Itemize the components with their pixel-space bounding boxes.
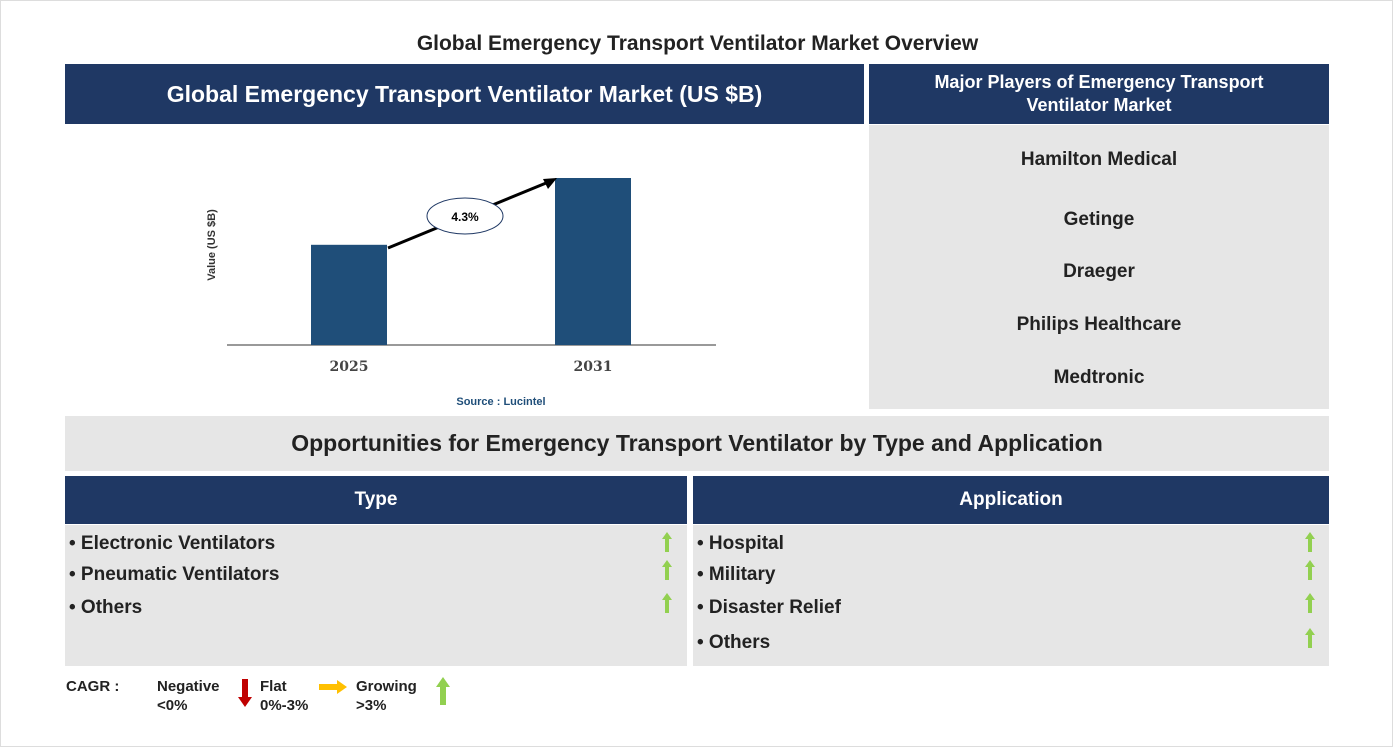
legend-flat-range: 0%-3% bbox=[260, 697, 309, 714]
players-list: Hamilton Medical Getinge Draeger Philips… bbox=[869, 125, 1329, 409]
application-list: • Hospital • Military • Disaster Relief … bbox=[693, 525, 1329, 666]
type-item: • Pneumatic Ventilators bbox=[69, 564, 280, 585]
legend-growing-label: Growing bbox=[356, 678, 417, 695]
negative-arrow-icon bbox=[238, 679, 252, 707]
type-item: • Others bbox=[69, 597, 143, 618]
legend-growing: Growing >3% bbox=[356, 677, 417, 715]
cagr-bubble bbox=[426, 197, 504, 235]
cagr-label: 4.3% bbox=[451, 210, 479, 224]
application-item: • Others bbox=[697, 632, 771, 653]
legend-flat: Flat 0%-3% bbox=[260, 677, 308, 715]
growing-arrow-icon bbox=[662, 532, 672, 552]
bar-2031 bbox=[555, 178, 631, 345]
application-item: • Military bbox=[697, 564, 776, 585]
growing-arrow-icon bbox=[436, 677, 450, 705]
growing-arrow-icon bbox=[662, 593, 672, 613]
application-item: • Disaster Relief bbox=[697, 597, 841, 618]
player-item: Hamilton Medical bbox=[1020, 149, 1178, 170]
legend-negative-range: <0% bbox=[157, 697, 188, 714]
player-item: Medtronic bbox=[1053, 367, 1145, 388]
opportunities-title: Opportunities for Emergency Transport Ve… bbox=[65, 416, 1329, 471]
application-item: • Hospital bbox=[697, 533, 784, 554]
application-header: Application bbox=[693, 476, 1329, 524]
source-label: Source : Lucintel bbox=[456, 396, 545, 408]
type-item: • Electronic Ventilators bbox=[69, 533, 276, 554]
market-chart: Value (US $B) 2025 2031 4.3% Source : Luc… bbox=[206, 178, 716, 408]
page-title: Global Emergency Transport Ventilator Ma… bbox=[416, 32, 979, 55]
growing-arrow-icon bbox=[662, 560, 672, 580]
cagr-legend-label: CAGR : bbox=[66, 678, 120, 695]
cagr-arrowhead bbox=[543, 178, 557, 189]
legend-flat-label: Flat bbox=[260, 678, 287, 695]
x-tick-label: 2025 bbox=[330, 359, 369, 375]
growing-arrow-icon bbox=[1305, 532, 1315, 552]
legend-negative: Negative <0% bbox=[157, 677, 220, 715]
type-list: • Electronic Ventilators • Pneumatic Ven… bbox=[65, 525, 687, 666]
x-tick-label: 2031 bbox=[574, 359, 613, 375]
legend-growing-range: >3% bbox=[356, 697, 387, 714]
y-axis-label: Value (US $B) bbox=[206, 209, 218, 281]
bar-2025 bbox=[311, 244, 387, 345]
growing-arrow-icon bbox=[1305, 628, 1315, 648]
type-header: Type bbox=[65, 476, 687, 524]
growing-arrow-icon bbox=[1305, 560, 1315, 580]
players-header: Major Players of Emergency Transport Ven… bbox=[869, 64, 1329, 124]
legend-negative-label: Negative bbox=[157, 678, 220, 695]
player-item: Draeger bbox=[1063, 261, 1135, 282]
flat-arrow-icon bbox=[319, 680, 347, 694]
player-item: Getinge bbox=[1063, 209, 1135, 230]
growing-arrow-icon bbox=[1305, 593, 1315, 613]
market-header: Global Emergency Transport Ventilator Ma… bbox=[65, 64, 864, 124]
player-item: Philips Healthcare bbox=[1016, 314, 1182, 335]
